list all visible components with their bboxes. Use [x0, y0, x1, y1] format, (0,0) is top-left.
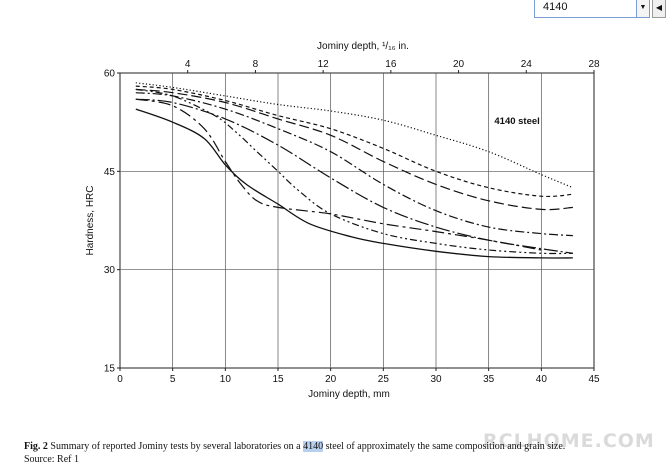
figure-label: Fig. 2: [24, 441, 48, 452]
series-line-1: [135, 82, 574, 189]
y-tick-label: 45: [104, 167, 116, 178]
x-tick-label: 5: [170, 374, 176, 385]
chart-annotation: 4140 steel: [494, 116, 539, 127]
x2-tick-label: 4: [185, 59, 191, 70]
plot-frame: [119, 72, 595, 369]
series-line-8: [135, 108, 573, 259]
caption-highlight[interactable]: 4140: [303, 441, 324, 452]
series-line-3: [135, 88, 573, 211]
y-tick-label: 60: [104, 69, 116, 80]
search-input[interactable]: 4140: [534, 0, 637, 18]
series-line-5: [135, 98, 573, 254]
figure-caption: Fig. 2 Summary of reported Jominy tests …: [24, 440, 654, 466]
series-line-4: [135, 92, 573, 237]
previous-arrow-icon[interactable]: ◀: [652, 0, 666, 18]
x2-tick-label: 8: [253, 59, 259, 70]
x-tick-label: 15: [272, 374, 284, 385]
dropdown-arrow-icon[interactable]: ▼: [637, 0, 650, 18]
x-tick-label: 10: [220, 374, 232, 385]
y-tick-label: 15: [104, 364, 116, 375]
caption-source: Source: Ref 1: [24, 454, 79, 465]
x2-tick-label: 20: [453, 59, 465, 70]
x-tick-label: 0: [117, 374, 123, 385]
series-line-2: [135, 85, 573, 198]
caption-text-before: Summary of reported Jominy tests by seve…: [47, 441, 304, 452]
x2-tick-label: 12: [318, 59, 330, 70]
watermark: RCLHOME.COM: [483, 430, 655, 452]
x-tick-label: 40: [536, 374, 548, 385]
x2-tick-label: 28: [588, 59, 600, 70]
y-axis-label: Hardness, HRC: [85, 185, 96, 255]
series-line-7: [135, 98, 542, 251]
x2-axis-label: Jominy depth, ¹/₁₆ in.: [317, 41, 409, 52]
caption-text-after: steel of approximately the same composit…: [323, 441, 566, 452]
series-line-6: [135, 88, 573, 255]
search-box[interactable]: 4140 ▼ ◀: [534, 0, 666, 18]
x-axis-label: Jominy depth, mm: [308, 389, 390, 400]
x-tick-label: 20: [325, 374, 337, 385]
x-tick-label: 25: [378, 374, 390, 385]
x2-tick-label: 24: [521, 59, 533, 70]
x-tick-label: 45: [588, 374, 600, 385]
y-tick-label: 30: [104, 265, 116, 276]
x-tick-label: 30: [430, 374, 442, 385]
x2-tick-label: 16: [385, 59, 397, 70]
x-tick-label: 35: [483, 374, 495, 385]
